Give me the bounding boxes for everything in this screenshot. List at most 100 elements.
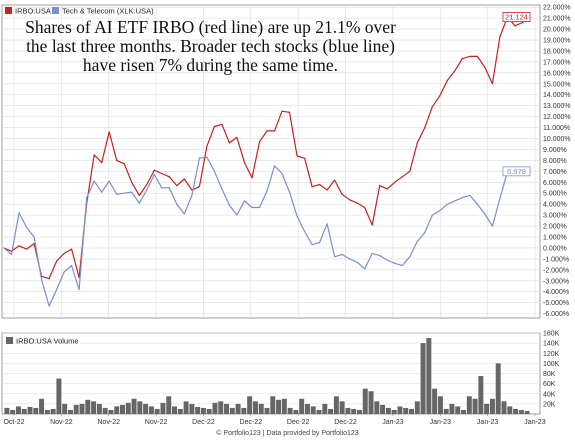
volume-bar bbox=[131, 398, 137, 414]
data-point bbox=[424, 232, 426, 234]
volume-bar bbox=[478, 376, 484, 414]
y-tick-label: -5.000% bbox=[543, 300, 569, 307]
y-tick-label: 6.000% bbox=[543, 180, 567, 187]
volume-bar bbox=[403, 407, 409, 414]
volume-bar bbox=[160, 402, 166, 414]
volume-bar bbox=[218, 401, 224, 414]
volume-bar bbox=[120, 404, 125, 414]
volume-bar bbox=[437, 396, 443, 414]
volume-bar bbox=[67, 409, 73, 414]
data-point bbox=[33, 236, 35, 238]
data-point bbox=[394, 181, 396, 183]
data-point bbox=[131, 191, 133, 193]
data-point bbox=[319, 241, 321, 244]
volume-bar bbox=[195, 406, 201, 414]
data-point bbox=[334, 256, 336, 258]
data-point bbox=[101, 161, 103, 164]
data-point bbox=[409, 256, 411, 258]
data-point bbox=[296, 215, 298, 217]
volume-bar bbox=[443, 408, 449, 414]
volume-bar bbox=[21, 408, 27, 414]
chart-footer: © Portfolio123 | Data provided by Portfo… bbox=[216, 430, 359, 437]
volume-bar bbox=[15, 406, 21, 414]
data-point bbox=[183, 178, 185, 180]
data-point bbox=[424, 126, 426, 129]
vol-y-tick-label: 100K bbox=[543, 361, 560, 368]
vol-y-tick-label: 40K bbox=[543, 391, 556, 398]
end-label-box-1 bbox=[502, 166, 531, 177]
volume-bar bbox=[501, 401, 507, 414]
y-tick-label: 18.000% bbox=[543, 48, 571, 55]
volume-bar bbox=[310, 406, 316, 414]
data-point bbox=[251, 206, 253, 209]
volume-bar bbox=[91, 401, 97, 414]
volume-bar bbox=[472, 398, 478, 414]
volume-bar bbox=[524, 410, 530, 414]
data-point bbox=[153, 169, 155, 171]
data-point bbox=[78, 288, 80, 291]
y-tick-label: 10.000% bbox=[543, 136, 571, 143]
volume-bar bbox=[507, 406, 513, 414]
data-point bbox=[476, 55, 478, 58]
y-tick-label: 9.000% bbox=[543, 147, 567, 154]
y-tick-label: -6.000% bbox=[543, 311, 569, 318]
data-point bbox=[416, 142, 418, 144]
y-tick-label: 14.000% bbox=[543, 92, 571, 99]
volume-bar bbox=[177, 408, 183, 414]
data-point bbox=[123, 163, 125, 165]
price-plot-area bbox=[1, 4, 541, 319]
data-point bbox=[191, 189, 193, 191]
data-point bbox=[288, 111, 291, 113]
data-point bbox=[484, 213, 486, 215]
data-point bbox=[116, 193, 118, 195]
y-tick-label: 0.000% bbox=[543, 245, 567, 252]
legend-label-0: IRBO:USA bbox=[15, 7, 51, 16]
volume-bar bbox=[85, 399, 91, 414]
data-point bbox=[341, 193, 343, 195]
data-point bbox=[266, 190, 268, 192]
volume-bar bbox=[426, 338, 432, 414]
volume-bar bbox=[345, 407, 351, 414]
end-label-0: 21.124 bbox=[505, 13, 528, 22]
volume-bar bbox=[518, 409, 524, 414]
x-tick-label: Dec-22 bbox=[240, 419, 263, 426]
data-point bbox=[228, 142, 231, 144]
data-point bbox=[266, 130, 268, 132]
data-point bbox=[71, 264, 73, 267]
data-point bbox=[386, 188, 388, 190]
volume-bar bbox=[33, 407, 39, 414]
data-point bbox=[183, 213, 185, 215]
data-point bbox=[243, 161, 246, 164]
data-point bbox=[221, 123, 223, 125]
y-tick-label: -2.000% bbox=[543, 267, 569, 274]
end-label-box-0 bbox=[502, 12, 531, 22]
volume-bar bbox=[166, 396, 172, 414]
volume-panel: 20K 40K 60K 80K 100K 120K 140K 160K IRBO:USA Vol… bbox=[1, 331, 560, 426]
volume-bar bbox=[154, 408, 160, 414]
vol-y-tick-label: 140K bbox=[543, 341, 560, 348]
data-point bbox=[258, 141, 261, 143]
volume-bar bbox=[270, 396, 276, 414]
data-point bbox=[56, 288, 58, 291]
data-point bbox=[25, 248, 28, 250]
volume-bar bbox=[466, 396, 472, 414]
data-point bbox=[3, 247, 5, 249]
volume-bar bbox=[333, 396, 339, 414]
data-point bbox=[446, 203, 448, 205]
data-point bbox=[138, 194, 140, 197]
data-point bbox=[521, 21, 524, 24]
data-point bbox=[371, 252, 373, 255]
data-point bbox=[491, 225, 494, 227]
x-tick-label: Nov-22 bbox=[97, 419, 120, 426]
y-tick-label: 17.000% bbox=[543, 59, 571, 66]
volume-bar bbox=[143, 403, 149, 414]
volume-bar bbox=[356, 409, 362, 414]
vol-y-tick-label: 120K bbox=[543, 351, 560, 358]
volume-bar bbox=[241, 407, 247, 414]
volume-bar bbox=[495, 363, 501, 414]
data-point bbox=[364, 206, 366, 209]
volume-bar bbox=[108, 409, 114, 414]
volume-bar bbox=[10, 409, 16, 414]
volume-bar bbox=[299, 398, 305, 414]
